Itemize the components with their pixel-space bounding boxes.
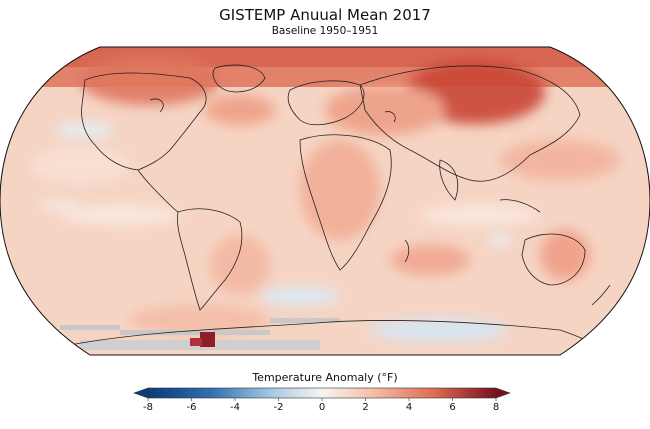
india-outline [439,159,459,201]
colorbar-tick-label: 4 [405,402,413,413]
antarctica-outline [69,320,601,353]
colorbar-tick-label: 0 [318,402,326,413]
colorbar-gradient [147,387,497,399]
south-america-outline [177,208,243,311]
indonesia-outline [499,199,541,213]
colorbar-min-arrow [133,387,149,399]
colorbar-tick-label: 2 [362,402,369,413]
europe-outline [287,80,365,126]
missing-data-region [60,318,340,350]
new-zealand-outline [591,284,611,306]
colorbar-tick-label: -2 [273,402,284,413]
anomaly-field [0,47,650,355]
inland-sea-outline [384,111,396,123]
greenland-outline [212,64,266,93]
africa-outline [299,134,392,271]
asia-outline [359,65,581,182]
colorbar-max-arrow [495,387,511,399]
colorbar-tick-label: -8 [143,402,153,413]
map-title: GISTEMP Anuual Mean 2017 [219,6,431,24]
colorbar [133,387,511,401]
hudson-bay-outline [149,98,164,113]
colorbar-label: Temperature Anomaly (°F) [252,371,398,384]
central-america-outline [137,169,179,213]
colorbar-tick-label: -4 [230,402,240,413]
australia-outline [521,233,586,286]
colorbar-tick-label: 6 [449,402,456,413]
coastlines [69,64,611,353]
globe-outline [0,46,650,356]
north-america-outline [81,72,207,171]
madagascar-outline [404,239,410,263]
map-subtitle: Baseline 1950–1951 [271,25,379,37]
colorbar-tick-label: -6 [186,402,197,413]
colorbar-tick-label: 8 [492,402,500,413]
